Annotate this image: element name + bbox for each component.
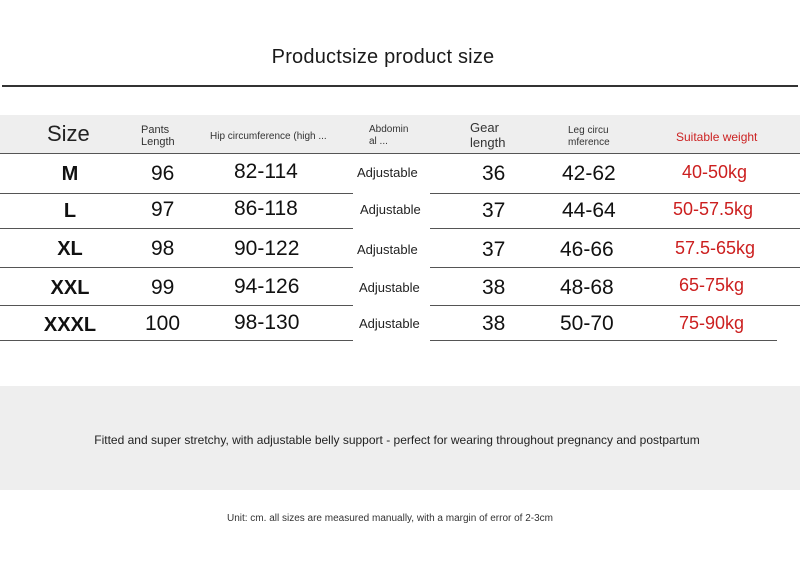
header-leg-line1: Leg circu xyxy=(568,125,609,136)
cell-leg: 50-70 xyxy=(560,312,614,335)
cell-abdominal: Adjustable xyxy=(357,242,418,257)
cell-size: L xyxy=(63,200,77,222)
cell-leg: 44-64 xyxy=(562,199,616,222)
row-divider xyxy=(0,228,353,229)
header-abdominal-line2: al ... xyxy=(369,136,388,147)
header-gear-length: Gear length xyxy=(470,121,505,150)
header-gear-length-line1: Gear xyxy=(470,120,499,135)
title-divider xyxy=(2,85,798,87)
cell-hip: 86-118 xyxy=(234,197,298,220)
row-divider xyxy=(0,193,353,194)
cell-abdominal: Adjustable xyxy=(357,165,418,180)
cell-gear-length: 38 xyxy=(482,312,506,335)
cell-abdominal: Adjustable xyxy=(360,202,421,217)
row-divider xyxy=(0,305,353,306)
cell-weight: 65-75kg xyxy=(679,275,745,295)
row-divider xyxy=(430,228,800,229)
row-divider xyxy=(0,153,800,154)
cell-gear-length: 37 xyxy=(482,238,506,261)
cell-size: XXXL xyxy=(43,314,97,336)
cell-hip: 82-114 xyxy=(234,160,298,183)
cell-leg: 48-68 xyxy=(560,276,614,299)
cell-size: XL xyxy=(57,238,83,260)
header-pants-length: Pants Length xyxy=(141,124,175,148)
cell-leg: 42-62 xyxy=(562,162,616,185)
cell-size: XXL xyxy=(50,277,90,299)
cell-weight: 50-57.5kg xyxy=(673,199,754,219)
cell-pants-length: 100 xyxy=(145,312,181,335)
row-divider xyxy=(430,340,777,341)
table-header xyxy=(0,115,800,153)
cell-weight: 57.5-65kg xyxy=(675,238,756,258)
row-divider xyxy=(430,305,800,306)
cell-pants-length: 97 xyxy=(151,198,175,221)
cell-pants-length: 96 xyxy=(151,162,175,185)
cell-abdominal: Adjustable xyxy=(359,280,420,295)
cell-gear-length: 38 xyxy=(482,276,506,299)
row-divider xyxy=(430,267,800,268)
cell-gear-length: 37 xyxy=(482,199,506,222)
measurement-note: Unit: cm. all sizes are measured manuall… xyxy=(226,513,554,524)
cell-leg: 46-66 xyxy=(560,238,614,261)
cell-weight: 40-50kg xyxy=(682,162,748,182)
header-abdominal-line1: Abdomin xyxy=(369,124,409,135)
cell-gear-length: 36 xyxy=(482,162,506,185)
header-pants-length-line1: Pants xyxy=(141,124,170,136)
product-description: Fitted and super stretchy, with adjustab… xyxy=(94,433,700,447)
row-divider xyxy=(0,267,353,268)
page-title: Productsize product size xyxy=(271,46,495,68)
cell-hip: 90-122 xyxy=(234,237,300,260)
description-band xyxy=(0,386,800,490)
cell-pants-length: 98 xyxy=(151,237,175,260)
cell-hip: 98-130 xyxy=(234,311,300,334)
cell-hip: 94-126 xyxy=(234,275,300,298)
row-divider xyxy=(0,340,353,341)
header-abdominal: Abdomin al ... xyxy=(369,124,408,148)
cell-abdominal: Adjustable xyxy=(359,316,420,331)
cell-weight: 75-90kg xyxy=(679,313,745,333)
cell-pants-length: 99 xyxy=(151,276,175,299)
header-gear-length-line2: length xyxy=(470,135,506,150)
row-divider xyxy=(430,193,800,194)
header-pants-length-line2: Length xyxy=(141,136,175,148)
header-hip: Hip circumference (high ... xyxy=(210,131,327,142)
header-leg: Leg circu mference xyxy=(568,125,610,149)
header-leg-line2: mference xyxy=(568,137,610,148)
header-weight: Suitable weight xyxy=(676,130,758,144)
cell-size: M xyxy=(61,163,79,185)
header-size: Size xyxy=(47,121,90,146)
